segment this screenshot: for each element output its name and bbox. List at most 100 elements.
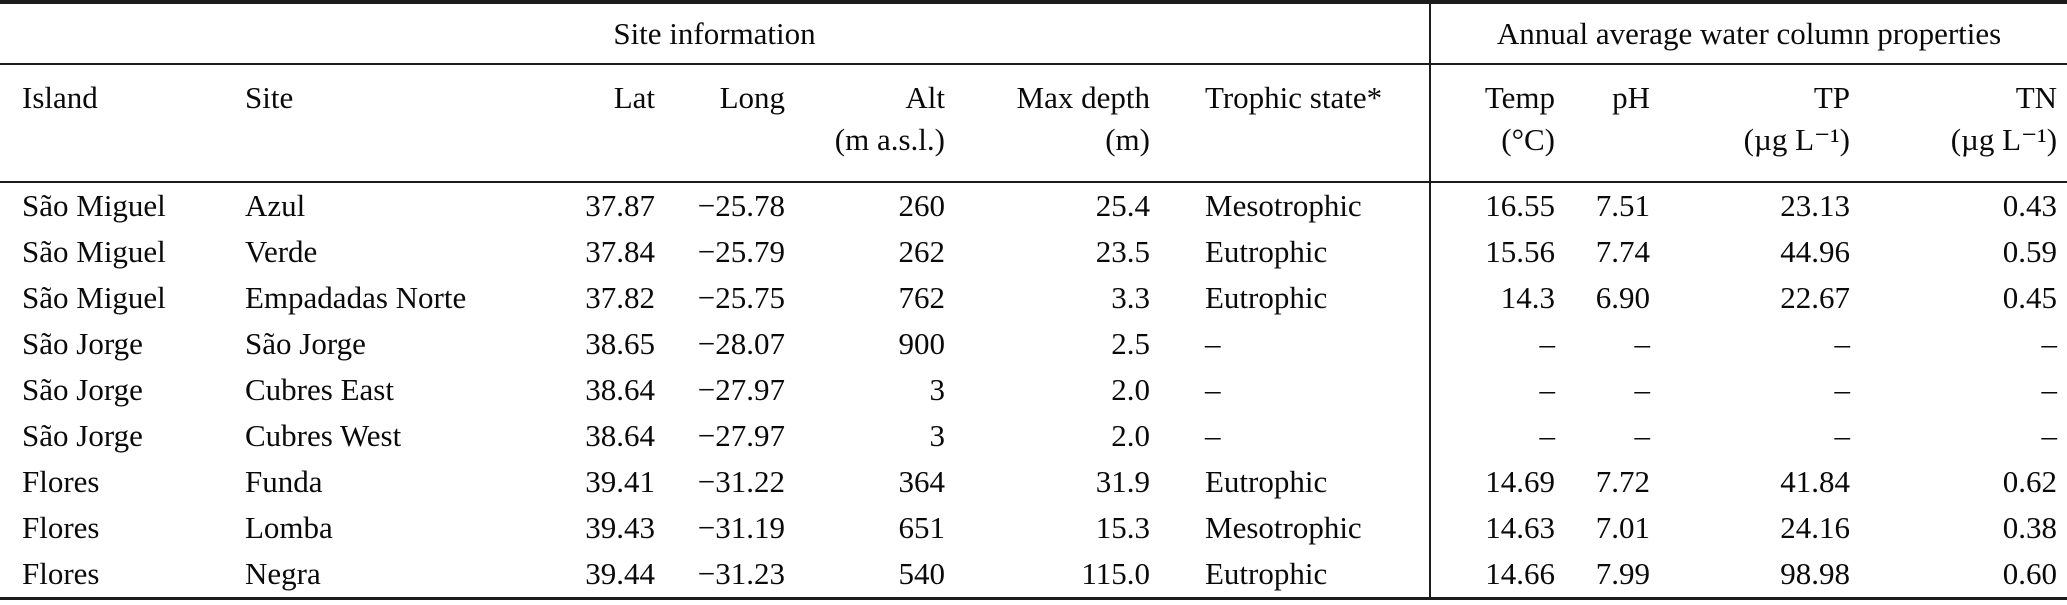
table-row: São Miguel Empadadas Norte 37.82 −25.75 762 3…: [0, 275, 2067, 321]
column-header-unit: (µg L⁻¹): [1743, 122, 1851, 157]
table-cell: 15.56: [1429, 229, 1566, 275]
column-header: TN (µg L⁻¹): [1860, 64, 2067, 183]
column-header-row: Island Site Lat Long Alt (m a.s.l.) Max depth (…: [0, 64, 2067, 183]
table-cell: Flores: [22, 556, 100, 591]
table-cell: −25.79: [697, 234, 785, 269]
table-row: São Miguel Azul 37.87 −25.78 260 25.4 Mesotrop…: [0, 182, 2067, 229]
table-cell: Flores: [22, 464, 100, 499]
table-cell: Empadadas Norte: [245, 280, 467, 315]
table-row: São Jorge Cubres West 38.64 −27.97 3 2.0 – – – – –: [0, 413, 2067, 459]
table-cell: 900: [898, 326, 946, 361]
table-cell: –: [1834, 326, 1851, 361]
table-cell: 3: [929, 418, 946, 453]
table-cell: –: [1634, 326, 1651, 361]
table-cell: 38.64: [585, 418, 655, 453]
table-body: São Miguel Azul 37.87 −25.78 260 25.4 Mesotrop…: [0, 182, 2067, 599]
table-cell: −27.97: [697, 372, 785, 407]
table-cell: −25.78: [697, 188, 785, 223]
table-cell: –: [1429, 321, 1566, 367]
column-header: Trophic state*: [1160, 64, 1431, 183]
column-header-label: Temp: [1484, 80, 1556, 115]
table-cell: –: [2041, 418, 2058, 453]
table-cell: –: [1205, 372, 1221, 407]
table-cell: 0.45: [2002, 280, 2058, 315]
table-cell: Negra: [245, 556, 321, 591]
column-header-label: pH: [1612, 80, 1651, 115]
table-cell: 364: [898, 464, 946, 499]
table-cell: 44.96: [1780, 234, 1851, 269]
table-cell: 115.0: [1081, 556, 1150, 591]
table-cell: −31.23: [697, 556, 785, 591]
table-cell: Azul: [245, 188, 306, 223]
column-header: Island: [0, 64, 225, 183]
column-header-label: Island: [22, 80, 98, 115]
table-cell: Mesotrophic: [1205, 188, 1362, 223]
table-row: Flores Lomba 39.43 −31.19 651 15.3 Mesotrophic…: [0, 505, 2067, 551]
table-cell: 37.84: [585, 234, 655, 269]
table-row: Flores Negra 39.44 −31.23 540 115.0 Eutrophic 1…: [0, 551, 2067, 599]
table-cell: 22.67: [1780, 280, 1851, 315]
group-header-row: Site information Annual average water co…: [0, 2, 2067, 65]
table-cell: 7.99: [1595, 556, 1651, 591]
table-cell: –: [1834, 372, 1851, 407]
column-header: Alt (m a.s.l.): [795, 64, 955, 183]
table-cell: 0.38: [2002, 510, 2058, 545]
table-cell: 39.43: [585, 510, 655, 545]
group-header-water-properties: Annual average water column properties: [1429, 2, 2067, 65]
column-header-unit: (m): [1105, 122, 1150, 157]
table-cell: 37.87: [585, 188, 655, 223]
column-header: Lat: [535, 64, 665, 183]
table-cell: 31.9: [1095, 464, 1150, 499]
table-cell: 2.0: [1111, 372, 1150, 407]
table-cell: 7.74: [1595, 234, 1651, 269]
table-row: São Jorge São Jorge 38.65 −28.07 900 2.5 – – – – –: [0, 321, 2067, 367]
table-cell: −31.22: [697, 464, 785, 499]
table-row: São Miguel Verde 37.84 −25.79 262 23.5 Eutroph…: [0, 229, 2067, 275]
table-row: Flores Funda 39.41 −31.22 364 31.9 Eutrophic 14…: [0, 459, 2067, 505]
group-header-site-information: Site information: [0, 2, 1431, 65]
table-cell: São Jorge: [22, 372, 143, 407]
column-header-unit: (°C): [1501, 122, 1556, 157]
column-header-label: Alt: [905, 80, 945, 115]
table-cell: 23.13: [1780, 188, 1851, 223]
table-cell: 39.44: [585, 556, 655, 591]
table-cell: 0.43: [2002, 188, 2058, 223]
table-cell: 2.0: [1111, 418, 1150, 453]
table-cell: Mesotrophic: [1205, 510, 1362, 545]
table-cell: –: [1205, 326, 1221, 361]
table-cell: –: [1429, 413, 1566, 459]
table-cell: Verde: [245, 234, 318, 269]
table-cell: –: [1634, 418, 1651, 453]
table-cell: 39.41: [585, 464, 655, 499]
table-row: São Jorge Cubres East 38.64 −27.97 3 2.0 – – – – –: [0, 367, 2067, 413]
table-cell: Lomba: [245, 510, 333, 545]
table-cell: −25.75: [697, 280, 785, 315]
table-cell: Flores: [22, 510, 100, 545]
table-cell: 15.3: [1095, 510, 1150, 545]
table-cell: 0.60: [2002, 556, 2058, 591]
table-cell: 260: [898, 188, 946, 223]
table-cell: Eutrophic: [1205, 280, 1328, 315]
table-cell: 25.4: [1095, 188, 1150, 223]
table-cell: −31.19: [697, 510, 785, 545]
table-cell: Funda: [245, 464, 323, 499]
table-cell: 23.5: [1095, 234, 1150, 269]
table-cell: 651: [898, 510, 946, 545]
table-cell: 7.01: [1595, 510, 1651, 545]
column-header-label: TP: [1813, 80, 1851, 115]
table-cell: São Jorge: [22, 418, 143, 453]
table-cell: 37.82: [585, 280, 655, 315]
column-header: pH: [1565, 64, 1661, 183]
table-cell: São Jorge: [245, 326, 366, 361]
column-header: Long: [665, 64, 795, 183]
column-header-label: TN: [2015, 80, 2058, 115]
table-cell: –: [1834, 418, 1851, 453]
table-cell: –: [2041, 372, 2058, 407]
table-cell: –: [2041, 326, 2058, 361]
table-cell: –: [1429, 367, 1566, 413]
column-header: Site: [225, 64, 535, 183]
table-cell: 0.62: [2002, 464, 2058, 499]
table-cell: Cubres East: [245, 372, 394, 407]
table-cell: 38.65: [585, 326, 655, 361]
